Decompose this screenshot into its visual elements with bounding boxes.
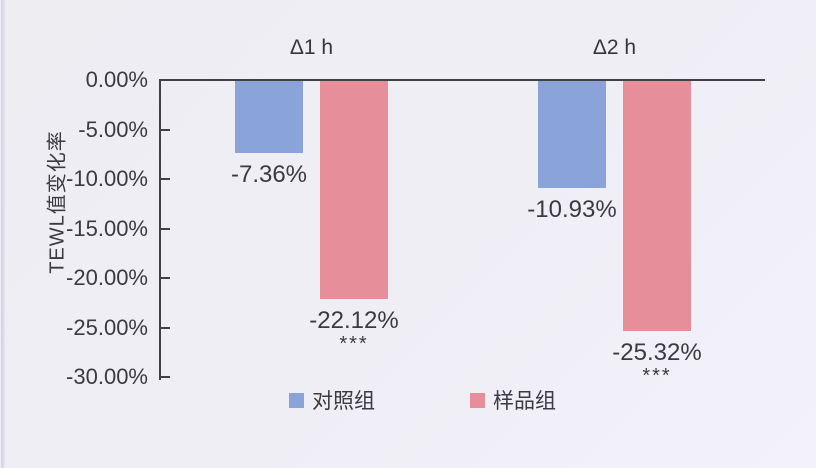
sample-group-bar bbox=[623, 81, 691, 331]
control-group-bar bbox=[538, 81, 606, 189]
bar-value-label: -7.36% bbox=[230, 160, 308, 188]
bar-value-label: -22.12% bbox=[309, 306, 399, 334]
y-tick-label: -15.00% bbox=[66, 215, 148, 241]
y-tick-mark bbox=[160, 326, 170, 329]
control-legend-swatch bbox=[289, 392, 304, 408]
y-axis-line bbox=[159, 79, 161, 380]
y-tick-mark bbox=[160, 277, 170, 279]
bar-value-label: -10.93% bbox=[527, 196, 617, 224]
y-tick-mark bbox=[160, 128, 170, 131]
y-tick-label: -25.00% bbox=[66, 314, 148, 340]
y-tick-label: -5.00% bbox=[78, 116, 148, 142]
y-tick-mark bbox=[160, 227, 170, 230]
sample-group-bar bbox=[320, 81, 388, 299]
y-tick-mark bbox=[160, 79, 170, 81]
y-tick-label: -10.00% bbox=[66, 166, 148, 191]
significance-stars: *** bbox=[642, 364, 672, 387]
significance-stars: *** bbox=[339, 332, 369, 355]
group-title: Δ1 h bbox=[289, 36, 334, 59]
legend-label: 对照组 bbox=[312, 390, 375, 413]
bar-value-label: -25.32% bbox=[612, 338, 702, 366]
zero-baseline bbox=[159, 79, 765, 81]
y-tick-label: -30.00% bbox=[66, 364, 148, 389]
y-tick-mark bbox=[160, 178, 170, 180]
y-tick-label: 0.00% bbox=[85, 67, 148, 92]
y-axis-title: TEWL值变化率 bbox=[46, 130, 69, 274]
y-tick-label: -20.00% bbox=[66, 265, 148, 290]
group-title: Δ2 h bbox=[592, 36, 637, 59]
y-tick-mark bbox=[160, 376, 170, 378]
control-group-bar bbox=[235, 81, 303, 153]
legend-item-control: 对照组 bbox=[289, 385, 375, 415]
chart-legend: 对照组 样品组 bbox=[289, 390, 556, 413]
left-edge-strip bbox=[1, 0, 5, 468]
sample-legend-swatch bbox=[470, 392, 485, 408]
legend-label: 样品组 bbox=[493, 390, 556, 413]
legend-item-sample: 样品组 bbox=[470, 385, 556, 415]
